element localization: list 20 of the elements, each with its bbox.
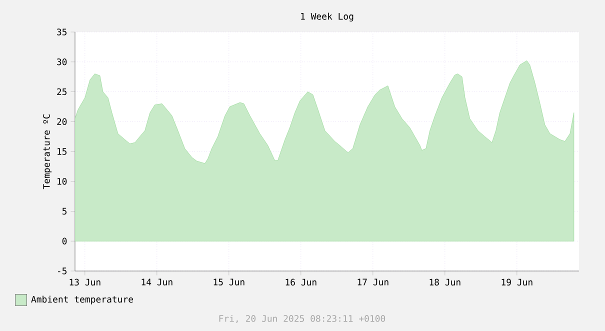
y-tick-label: 30 bbox=[57, 58, 67, 66]
text: Fri, 20 Jun 2025 08:23:11 +0100 bbox=[219, 314, 386, 324]
x-tick-label: 13 Jun bbox=[70, 278, 100, 286]
legend-label: Ambient temperature bbox=[31, 296, 134, 304]
x-tick-label: 17 Jun bbox=[358, 278, 388, 286]
x-tick-label: 15 Jun bbox=[214, 278, 244, 286]
x-tick-label: 16 Jun bbox=[286, 278, 316, 286]
y-tick-label: 5 bbox=[62, 208, 67, 215]
y-tick-label: -5 bbox=[58, 268, 67, 274]
x-tick-label: 14 Jun bbox=[142, 278, 172, 286]
y-tick-label: 35 bbox=[57, 28, 67, 36]
y-tick-label: 20 bbox=[57, 118, 67, 126]
x-tick-label: 18 Jun bbox=[430, 278, 460, 286]
y-tick-label: 10 bbox=[58, 178, 67, 185]
chart-title: 1 Week Log bbox=[301, 12, 354, 22]
y-tick-label: 25 bbox=[57, 88, 67, 96]
y-tick-label: 15 bbox=[58, 148, 67, 155]
y-axis-title: Temperature ºC bbox=[43, 114, 52, 190]
y-tick-label: 0 bbox=[62, 238, 67, 245]
x-tick-label: 19 Jun bbox=[502, 278, 532, 286]
